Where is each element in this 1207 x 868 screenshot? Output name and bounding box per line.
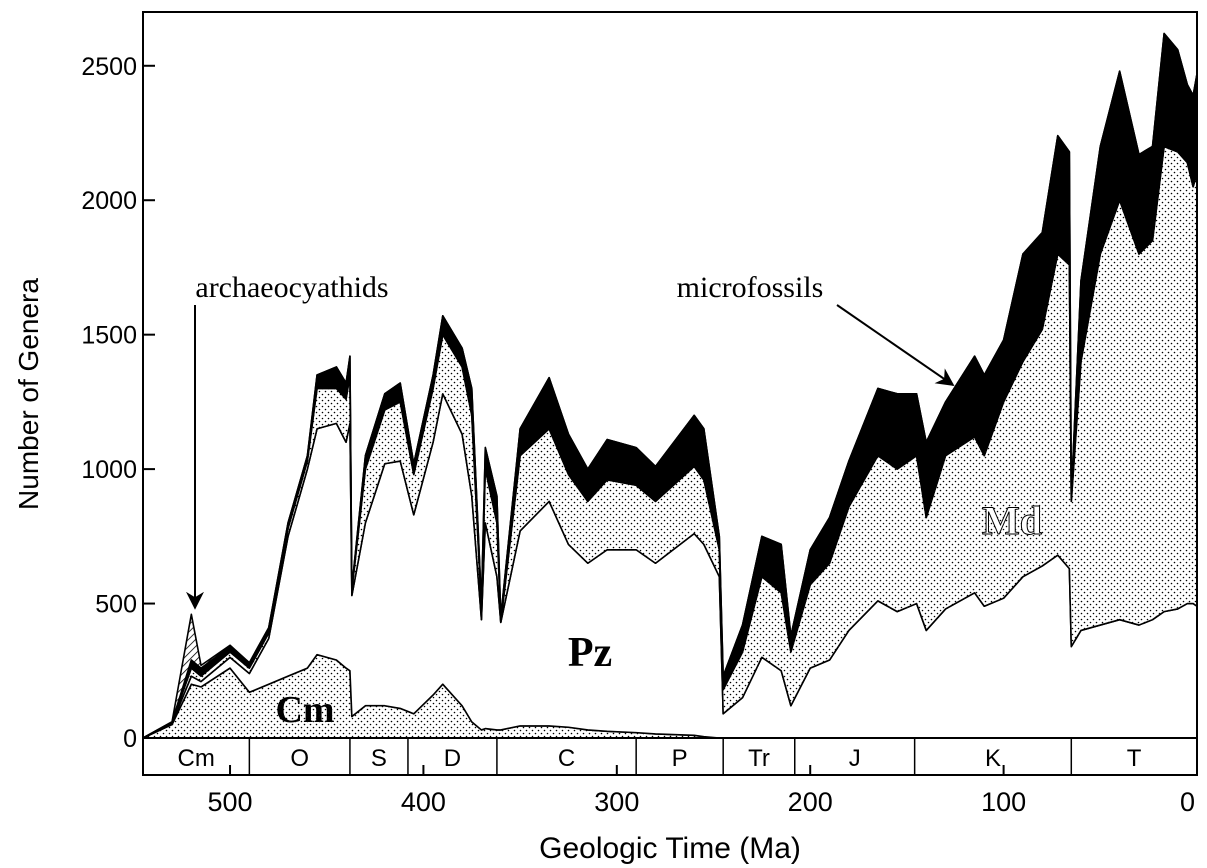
series-label: Pz	[568, 630, 612, 676]
series-label: Cm	[275, 689, 334, 731]
y-axis-label: Number of Genera	[13, 278, 44, 510]
y-tick-label: 2500	[81, 53, 137, 81]
period-label: C	[558, 745, 575, 772]
areas	[142, 32, 1198, 739]
period-label: K	[985, 745, 1001, 772]
y-tick-label: 1000	[81, 456, 137, 484]
y-tick-label: 500	[95, 591, 137, 619]
series-label: Md	[982, 498, 1042, 543]
period-label: J	[849, 745, 861, 772]
period-label: S	[371, 745, 387, 772]
annotation: archaeocyathids	[195, 271, 388, 304]
period-label: Tr	[748, 745, 770, 772]
y-tick-label: 2000	[81, 187, 137, 215]
x-tick-label: 400	[401, 787, 446, 817]
x-tick-label: 300	[594, 787, 639, 817]
plot-frame	[142, 11, 1198, 776]
x-axis-label: Geologic Time (Ma)	[539, 832, 801, 865]
period-label: Cm	[178, 745, 215, 772]
period-label: P	[672, 745, 688, 772]
period-label: T	[1127, 745, 1142, 772]
x-tick-label: 100	[981, 787, 1026, 817]
y-tick-label: 0	[123, 725, 137, 753]
period-label: O	[290, 745, 309, 772]
annotation-arrow	[836, 304, 955, 387]
period-label: D	[444, 745, 461, 772]
y-tick-label: 1500	[81, 322, 137, 350]
x-tick-label: 200	[788, 787, 833, 817]
x-tick-label: 0	[1180, 787, 1195, 817]
x-tick-label: 500	[207, 787, 252, 817]
annotation: microfossils	[677, 271, 824, 304]
